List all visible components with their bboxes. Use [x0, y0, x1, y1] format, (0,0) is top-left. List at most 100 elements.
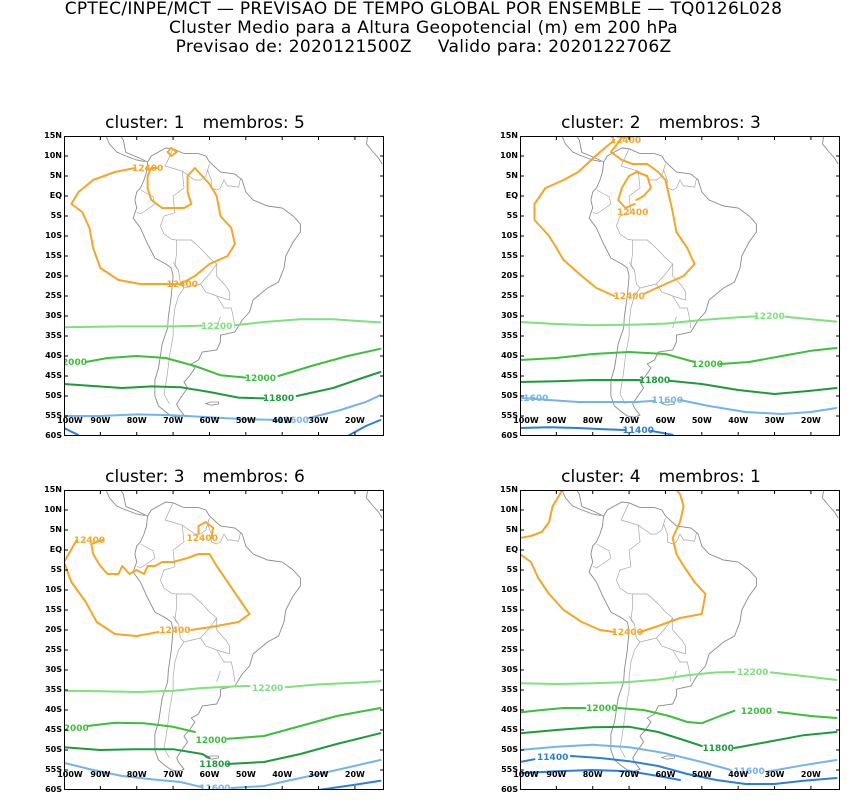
map-frame: [64, 490, 384, 790]
lon-tick-label: 100W: [57, 770, 83, 779]
lat-tick-label: 45S: [45, 371, 62, 380]
isoline-12200: [520, 315, 758, 327]
country-border: [663, 523, 697, 545]
members-label: membros: 1: [658, 467, 761, 487]
lon-tick-label: 70W: [619, 416, 640, 425]
lat-tick-label: 25S: [45, 291, 62, 300]
forecast-date: Previsao de: 2020121500Z: [175, 37, 412, 57]
lat-tick-label: 40S: [501, 705, 518, 714]
lat-tick-label: EQ: [49, 191, 62, 200]
lon-tick-label: 100W: [57, 416, 83, 425]
lat-tick-label: 10N: [44, 151, 62, 160]
contour-label: 11800: [639, 376, 670, 386]
map-panel-cluster-1: cluster: 1 membros: 5 12400 12400 12200 1200…: [40, 113, 384, 443]
country-border: [216, 670, 221, 683]
lon-tick-label: 80W: [582, 416, 603, 425]
lat-tick-label: 15N: [500, 485, 518, 494]
isoline-12000: [719, 347, 838, 365]
map-background: [64, 136, 384, 436]
cluster-label: cluster: 2: [561, 113, 641, 133]
africa-coastline: [366, 136, 383, 165]
contour-label: 12400: [187, 534, 218, 544]
lon-tick-label: 30W: [764, 770, 785, 779]
lat-tick-label: 10S: [45, 231, 62, 240]
contour-label: 11600: [199, 784, 230, 790]
country-border: [207, 169, 241, 191]
lon-tick-label: 80W: [582, 770, 603, 779]
falkland-islands: [660, 401, 675, 406]
lon-tick-label: 100W: [513, 770, 539, 779]
map-frame: [64, 136, 384, 436]
lat-tick-label: 20S: [45, 625, 62, 634]
lat-tick-label: 15N: [500, 131, 518, 140]
panel-title: cluster: 2 membros: 3: [496, 113, 826, 133]
contour-label: 12000: [64, 358, 87, 368]
contour-label: 11800: [199, 760, 230, 770]
lat-tick-label: 55S: [501, 765, 518, 774]
isoline-12200: [284, 680, 382, 689]
south-america-coastline: [132, 501, 301, 772]
lat-tick-label: 5S: [506, 565, 518, 574]
contour-label: 12400: [612, 628, 643, 638]
isoline-11800: [64, 746, 211, 759]
country-border: [656, 264, 686, 301]
lat-tick-label: 30S: [501, 311, 518, 320]
central-america-coastline: [105, 136, 145, 163]
lon-tick-label: 20W: [800, 416, 821, 425]
contour-label: 12200: [201, 322, 232, 332]
cluster-label: cluster: 4: [561, 467, 641, 487]
contour-label: 12000: [741, 707, 772, 717]
isoline-12000: [617, 707, 736, 725]
isoline-11400: [346, 419, 382, 436]
lon-tick-label: 40W: [272, 416, 293, 425]
contour-label: 12400: [132, 164, 163, 174]
lat-tick-label: EQ: [505, 191, 518, 200]
lat-tick-label: 45S: [501, 725, 518, 734]
contour-label: 12400: [610, 136, 641, 146]
contour-label: 11600: [652, 396, 683, 406]
lat-tick-label: 50S: [501, 391, 518, 400]
lat-tick-label: 30S: [501, 665, 518, 674]
panel-title: cluster: 4 membros: 1: [496, 467, 826, 487]
isoline-11800: [520, 379, 641, 383]
map-frame: [520, 490, 840, 790]
lon-tick-label: 20W: [344, 770, 365, 779]
map-plot-area: 12400 12400 12400 12200 12000 12000 11800 11600: [64, 490, 384, 790]
isoline-12400: [166, 147, 178, 157]
isoline-11400: [649, 429, 674, 436]
lon-tick-label: 50W: [235, 770, 256, 779]
map-panel-cluster-2: cluster: 2 membros: 3 12400 12400 12400 1220…: [496, 113, 840, 443]
lat-tick-label: 5N: [505, 171, 518, 180]
map-background: [64, 490, 384, 790]
lon-tick-label: 20W: [344, 416, 365, 425]
lon-tick-label: 80W: [126, 416, 147, 425]
lon-tick-label: 90W: [546, 416, 567, 425]
country-border: [616, 148, 641, 271]
contour-label: 12400: [74, 536, 105, 546]
header-line-1: CPTEC/INPE/MCT — PREVISAO DE TEMPO GLOBA…: [64, 0, 783, 19]
central-america-coastline: [120, 136, 148, 163]
isoline-12200: [233, 318, 382, 327]
central-america-coastline: [105, 490, 145, 517]
isoline-12000: [520, 351, 696, 363]
contour-label: 12400: [167, 280, 198, 290]
country-border: [216, 649, 236, 683]
isoline-11400: [569, 755, 838, 785]
falkland-islands: [204, 401, 219, 406]
isoline-12400: [639, 490, 707, 633]
isoline-12400: [90, 539, 251, 631]
lat-tick-label: EQ: [505, 545, 518, 554]
lon-tick-label: 40W: [728, 416, 749, 425]
isoline-12400: [609, 136, 696, 295]
contour-label: 12200: [753, 312, 784, 322]
map-frame: [520, 136, 840, 436]
map-panel-cluster-3: cluster: 3 membros: 6 12400 12400 12400 1220…: [40, 467, 384, 797]
lat-tick-label: 10N: [500, 505, 518, 514]
central-america-coastline: [561, 490, 601, 517]
lon-tick-label: 50W: [235, 416, 256, 425]
isoline-12200: [64, 685, 251, 693]
map-plot-area: 12400 12400 12200 12000 12000 11800 11600: [64, 136, 384, 436]
lon-tick-label: 30W: [308, 416, 329, 425]
central-america-coastline: [120, 490, 148, 517]
lat-tick-label: 35S: [45, 685, 62, 694]
